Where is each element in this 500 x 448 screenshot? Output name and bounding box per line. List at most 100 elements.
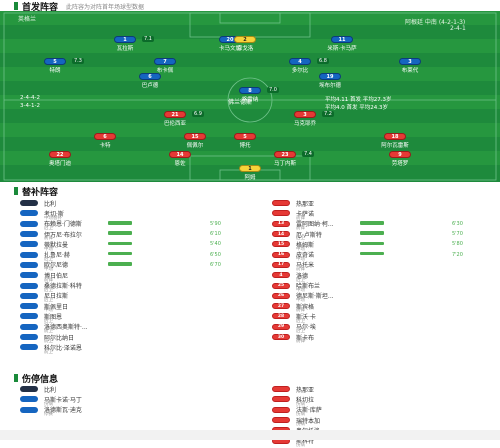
jersey-icon: 21 <box>164 111 186 118</box>
list-item[interactable]: 科切拉 伤病 <box>252 394 482 407</box>
home-player[interactable]: 19 埃布尔德 <box>295 73 365 89</box>
home-player[interactable]: 11 米斯·卡马萨 <box>307 36 377 52</box>
player-name: 恩戈洛 <box>236 46 254 52</box>
player-name: 巴卢德 <box>141 83 159 89</box>
jersey-icon: 30 <box>272 334 290 340</box>
player-position: 停赛 <box>44 412 53 418</box>
player-number: 14 <box>176 151 184 158</box>
away-player[interactable]: 14 恩佐 <box>145 151 215 167</box>
player-stat: 5'70 <box>452 231 463 238</box>
list-item[interactable]: 蒂默拉曼 中场 5'40 <box>0 239 230 252</box>
list-item[interactable]: 阿尔比纳日 前卫 <box>0 332 230 344</box>
home-player[interactable]: 7 布卡佩 <box>130 58 200 74</box>
away-player[interactable]: 6 卡特 <box>70 133 140 149</box>
away-player[interactable]: 23 马丁内斯 7.4 <box>250 151 320 167</box>
list-item[interactable]: 布赖恩·门德斯 后卫 5'90 <box>0 219 230 231</box>
list-item[interactable]: 瑞特本加 伤病 <box>252 415 482 427</box>
jersey-icon: 17 <box>272 261 290 268</box>
away-player[interactable]: 3 马克耶乔 7.2 <box>270 111 340 127</box>
list-item[interactable]: 14 厄·卢斯特 后卫 5'70 <box>252 229 482 241</box>
pitch-center-label: 佛兰德斯 <box>228 99 253 106</box>
player-name: 雷阿图纳·柯... <box>296 221 334 229</box>
home-player[interactable]: 8 格雷纳 7.0 <box>215 87 285 103</box>
list-item[interactable]: 马斯卡诺·马丁 伤病 <box>0 394 230 407</box>
player-position: 中场 <box>296 256 305 262</box>
jersey-icon <box>272 210 290 217</box>
player-rating: 7.0 <box>267 87 279 93</box>
pitch: 英格兰 阿根廷 中南 (4-2-1-3) 2-4-1 2-4-4-2 3-4-1… <box>0 11 500 182</box>
player-position: 前锋 <box>296 308 305 314</box>
list-item[interactable]: 28 斯沃·卡 后卫 <box>252 311 482 324</box>
jersey-icon <box>20 282 38 289</box>
list-item[interactable]: 尼日拉斯 后卫 <box>0 291 230 303</box>
home-player[interactable]: 5 特朗 7.3 <box>20 58 90 74</box>
lineup-header: 首发阵容 此阵容为对阵首年场球型数据 <box>0 0 500 13</box>
jersey-icon: 13 <box>272 220 290 227</box>
list-item[interactable]: 25 哈斯布兰 中场 <box>252 280 482 293</box>
player-name: 布莱代 <box>401 68 419 74</box>
list-item[interactable]: 4 洛德 后卫 <box>252 270 482 283</box>
jersey-icon: 27 <box>272 303 290 310</box>
list-item[interactable]: 洛德西奥斯特·... 前卫 <box>0 322 230 334</box>
away-player[interactable]: 21 巴伦西亚 6.9 <box>140 111 210 127</box>
away-player[interactable]: 1 阿姆 <box>215 165 285 181</box>
away-player[interactable]: 9 劳塔罗 <box>365 151 435 167</box>
list-item[interactable]: 扎鲁尼·赫 后卫 6'50 <box>0 249 230 262</box>
subs-right-team-row: 热那亚 <box>252 198 482 208</box>
list-item[interactable]: 斯图恩 后卫 <box>0 311 230 324</box>
jersey-icon <box>20 323 38 330</box>
list-item[interactable]: 欧尔尼德 中场 6'70 <box>0 260 230 272</box>
jersey-icon: 14 <box>169 151 191 158</box>
home-player[interactable]: 3 布莱代 <box>375 58 445 74</box>
player-name: 科尔比·泽诺恩 <box>44 344 82 352</box>
player-position: 伤病 <box>44 401 53 407</box>
jersey-icon <box>20 334 38 340</box>
jersey-icon <box>272 417 290 424</box>
list-item[interactable]: 17 马托米 前锋 <box>252 260 482 272</box>
home-player[interactable]: 2 恩戈洛 <box>210 36 280 52</box>
list-item[interactable]: 考切·斯 中场替补 <box>0 208 230 221</box>
home-team-name: 英格兰 <box>18 16 37 23</box>
player-position: 中场 <box>44 308 53 314</box>
list-item[interactable]: 科尔比·泽诺恩 前卫 <box>0 342 230 355</box>
jersey-icon: 15 <box>184 133 206 140</box>
list-item[interactable]: 15 格姆斯 中场 5'80 <box>252 239 482 252</box>
team-badge-icon <box>272 200 290 207</box>
list-item[interactable]: 27 斯宾格 前锋 <box>252 301 482 314</box>
list-item[interactable]: 16 皮奇诺 中场 7'20 <box>252 249 482 262</box>
home-player[interactable]: 1 瓦拉斯 7.1 <box>90 36 160 52</box>
list-item[interactable]: 洛德斯瓦·迪克 停赛 <box>0 405 230 418</box>
player-name: 特朗 <box>49 68 61 74</box>
player-name: 博托 <box>239 143 251 149</box>
away-avg-sub: 平均4.0 首发 平均24.3岁 <box>325 105 388 111</box>
subs-left-team-row: 比利 <box>0 198 230 208</box>
list-item[interactable]: 斯佩里日 中场 <box>0 301 230 314</box>
player-name: 桑德拉斯·科特 <box>44 283 82 291</box>
away-player[interactable]: 18 阿尔瓦雷斯 <box>360 133 430 149</box>
jersey-icon: 2 <box>234 36 256 43</box>
jersey-icon: 7 <box>154 58 176 65</box>
player-position: 后卫 <box>44 256 53 262</box>
away-player[interactable]: 5 博托 <box>210 133 280 149</box>
section-marker <box>14 374 18 382</box>
away-avg: 平均4.11 首发 平均27.3岁 <box>325 97 392 103</box>
subs-right-column: 热那亚 卡萨诺 前锋 13 雷阿图纳·柯... 前锋 6'30 14 厄·卢斯特 后卫 5'70 1… <box>252 198 482 344</box>
list-item[interactable]: 卡萨诺 前锋 <box>252 208 482 221</box>
list-item[interactable]: 29 马尔·埃 后卫 <box>252 322 482 334</box>
home-player[interactable]: 6 巴卢德 <box>115 73 185 89</box>
list-item[interactable]: 30 斯卡布 前锋 <box>252 332 482 344</box>
list-item[interactable]: 法斯·库萨 伤病 <box>252 405 482 417</box>
home-player[interactable]: 4 多尔比 6.8 <box>265 58 335 74</box>
stat-bar <box>108 231 132 235</box>
away-player[interactable]: 22 奥塔门迪 <box>25 151 95 167</box>
away-player[interactable]: 15 佩佩尔 <box>160 133 230 149</box>
list-item[interactable]: 伊万尼·布拉尔 前锋 6'10 <box>0 229 230 241</box>
subs-right-team: 热那亚 <box>296 200 315 208</box>
list-item[interactable]: 桑德拉斯·科特 后卫 <box>0 280 230 293</box>
list-item[interactable]: 26 德尼斯·斯坦... 中场 <box>252 291 482 303</box>
player-stat: 5'80 <box>452 241 463 248</box>
team-badge-icon <box>272 386 290 393</box>
list-item[interactable]: 博日伯尼 前锋 <box>0 270 230 283</box>
list-item[interactable]: 13 雷阿图纳·柯... 前锋 6'30 <box>252 219 482 231</box>
player-name: 洛德斯瓦·迪克 <box>44 407 82 415</box>
